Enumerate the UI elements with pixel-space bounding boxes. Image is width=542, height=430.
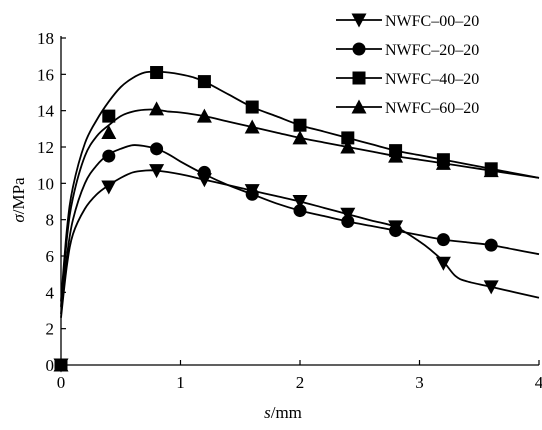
legend-marker-nwfc-00-20	[351, 13, 367, 28]
data-point-nwfc-00-20	[149, 164, 165, 179]
legend-marker-nwfc-60-20	[351, 99, 367, 114]
data-point-nwfc-40-20	[341, 131, 355, 145]
data-point-nwfc-20-20	[293, 204, 307, 218]
data-point-nwfc-60-20	[435, 155, 451, 170]
y-tick-label: 8	[46, 211, 55, 230]
x-tick-label: 1	[176, 373, 185, 392]
data-point-nwfc-20-20	[389, 224, 403, 238]
data-point-nwfc-60-20	[149, 101, 165, 116]
data-point-nwfc-60-20	[388, 148, 404, 163]
data-point-nwfc-00-20	[340, 207, 356, 222]
data-point-nwfc-20-20	[436, 233, 450, 247]
series-line-nwfc-00-20	[60, 169, 540, 318]
data-point-nwfc-60-20	[244, 119, 260, 134]
legend-label-nwfc-60-20: NWFC–60–20	[385, 100, 479, 117]
data-point-nwfc-20-20	[150, 142, 164, 156]
x-axis-title: s/mm	[264, 403, 302, 422]
data-point-nwfc-20-20	[245, 187, 259, 201]
y-tick-label: 0	[46, 356, 55, 375]
legend-label-nwfc-00-20: NWFC–00–20	[385, 13, 479, 30]
data-point-nwfc-40-20	[293, 118, 307, 132]
y-tick-label: 16	[37, 65, 54, 84]
series-line-nwfc-60-20	[60, 108, 540, 307]
y-axis-title: σ/MPa	[9, 177, 28, 223]
y-axis-unit: /MPa	[9, 177, 28, 214]
data-point-nwfc-00-20	[483, 280, 499, 295]
data-point-nwfc-60-20	[340, 139, 356, 154]
data-point-nwfc-00-20	[292, 195, 308, 209]
legend-marker-nwfc-40-20	[352, 71, 366, 85]
x-axis-unit: /mm	[271, 403, 302, 422]
y-tick-label: 10	[37, 174, 54, 193]
series-line-nwfc-40-20	[60, 70, 540, 302]
data-point-nwfc-00-20	[435, 256, 451, 271]
data-point-nwfc-40-20	[150, 66, 164, 80]
y-tick-label: 12	[37, 138, 54, 157]
series-curves	[60, 70, 540, 318]
data-point-nwfc-20-20	[484, 238, 498, 252]
x-tick-label: 4	[535, 373, 542, 392]
y-tick-label: 18	[37, 29, 54, 48]
y-axis-symbol: σ	[9, 214, 28, 223]
x-tick-label: 0	[57, 373, 66, 392]
data-point-nwfc-20-20	[197, 165, 211, 179]
data-point-nwfc-60-20	[196, 108, 212, 123]
series-markers	[53, 66, 499, 373]
series-line-nwfc-20-20	[60, 144, 540, 315]
data-point-nwfc-40-20	[245, 100, 259, 114]
legend-label-nwfc-20-20: NWFC–20–20	[385, 42, 479, 59]
data-point-nwfc-60-20	[292, 130, 308, 145]
data-point-nwfc-20-20	[341, 214, 355, 228]
data-point-nwfc-60-20	[53, 357, 69, 372]
data-point-nwfc-40-20	[102, 109, 116, 123]
x-axis-symbol: s	[264, 403, 271, 422]
y-tick-label: 2	[46, 320, 55, 339]
y-tick-label: 4	[46, 283, 55, 302]
legend-label-nwfc-40-20: NWFC–40–20	[385, 71, 479, 88]
legend: NWFC–00–20 NWFC–20–20 NWFC–40–20 NWFC–60–20	[336, 13, 479, 117]
legend-marker-nwfc-20-20	[352, 42, 366, 56]
data-point-nwfc-00-20	[101, 180, 117, 195]
data-point-nwfc-40-20	[197, 75, 211, 89]
x-tick-label: 2	[296, 373, 305, 392]
data-point-nwfc-60-20	[483, 163, 499, 178]
data-point-nwfc-60-20	[101, 124, 117, 139]
y-tick-label: 6	[46, 247, 55, 266]
x-tick-label: 3	[415, 373, 424, 392]
data-point-nwfc-20-20	[102, 149, 116, 163]
y-tick-label: 14	[37, 102, 55, 121]
